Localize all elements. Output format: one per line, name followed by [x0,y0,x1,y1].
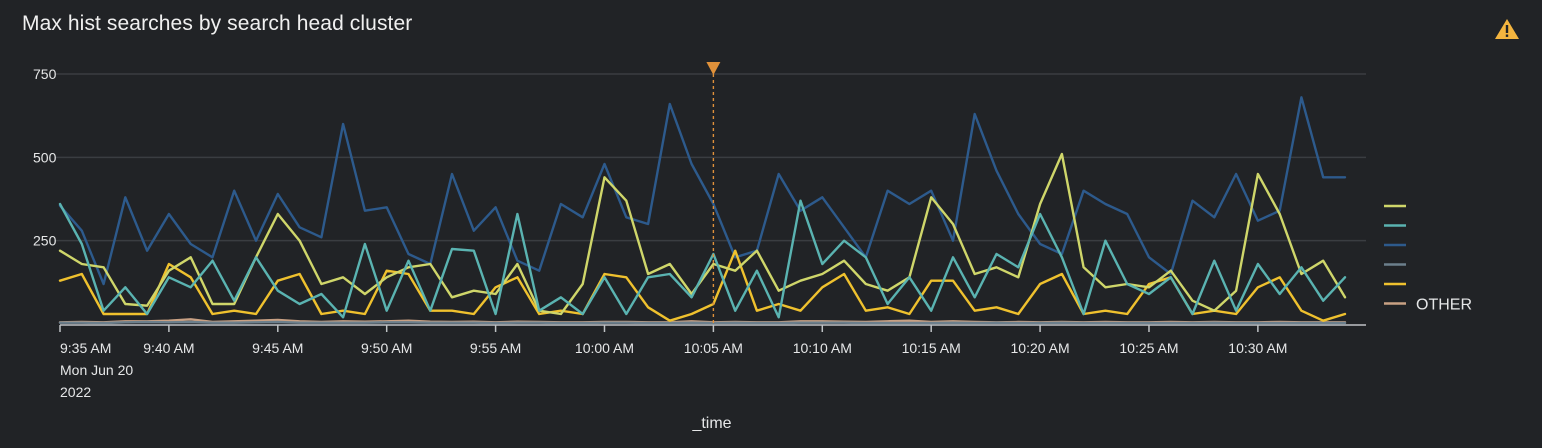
x-tick-sublabel: 2022 [60,384,91,400]
x-tick-label: 10:15 AM [902,340,961,356]
annotation-marker[interactable] [706,62,721,324]
y-tick-label: 250 [33,233,57,249]
series-line-4 [58,320,1347,325]
legend-item[interactable]: OTHER [1384,297,1472,314]
legend: OTHER [1384,204,1472,314]
series-line-2 [58,199,1347,319]
x-tick-label: 9:50 AM [361,340,412,356]
x-tick-label: 9:40 AM [143,340,194,356]
x-tick-label: 9:35 AM [60,340,111,356]
gridlines [56,73,1366,242]
x-tick-label: 10:05 AM [684,340,743,356]
y-tick-label: 750 [33,66,57,82]
x-tick-label: 10:30 AM [1228,340,1287,356]
x-tick-label: 10:10 AM [793,340,852,356]
warning-triangle-icon[interactable] [1494,18,1520,45]
x-tick-label: 9:45 AM [252,340,303,356]
legend-label: OTHER [1416,297,1472,314]
x-tick-label: 9:55 AM [470,340,521,356]
x-tick-label: 10:25 AM [1119,340,1178,356]
y-tick-label: 500 [33,149,57,165]
x-axis: 9:35 AM Mon Jun 20 2022 9:40 AM 9:45 AM 9:50 … [59,324,1366,400]
series-line-3 [58,96,1347,286]
x-tick-label: 10:00 AM [575,340,634,356]
annotation-marker-icon[interactable] [706,62,721,75]
x-tick-label: 10:20 AM [1011,340,1070,356]
y-axis-ticks: 250 500 750 [33,66,57,249]
x-axis-title: _time [691,415,731,432]
series-lines [58,96,1347,325]
panel-title: Max hist searches by search head cluster [22,12,413,35]
x-tick-sublabel: Mon Jun 20 [60,362,133,378]
